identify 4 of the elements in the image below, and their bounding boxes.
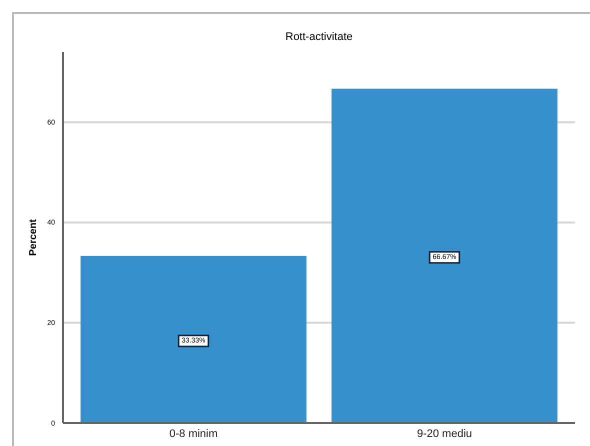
y-axis-title: Percent [28, 218, 39, 256]
x-tick-label: 0-8 minim [169, 428, 218, 440]
chart-title: Rott-activitate [285, 31, 353, 43]
x-tick-label: 9-20 mediu [416, 428, 472, 440]
